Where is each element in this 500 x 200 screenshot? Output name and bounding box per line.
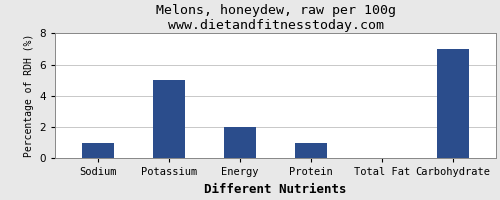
X-axis label: Different Nutrients: Different Nutrients — [204, 183, 347, 196]
Bar — [437, 49, 469, 158]
Bar — [82, 143, 114, 158]
Bar — [295, 143, 327, 158]
Title: Melons, honeydew, raw per 100g
www.dietandfitnesstoday.com: Melons, honeydew, raw per 100g www.dieta… — [156, 4, 396, 32]
Bar — [153, 80, 185, 158]
Bar — [224, 127, 256, 158]
Y-axis label: Percentage of RDH (%): Percentage of RDH (%) — [24, 34, 34, 157]
